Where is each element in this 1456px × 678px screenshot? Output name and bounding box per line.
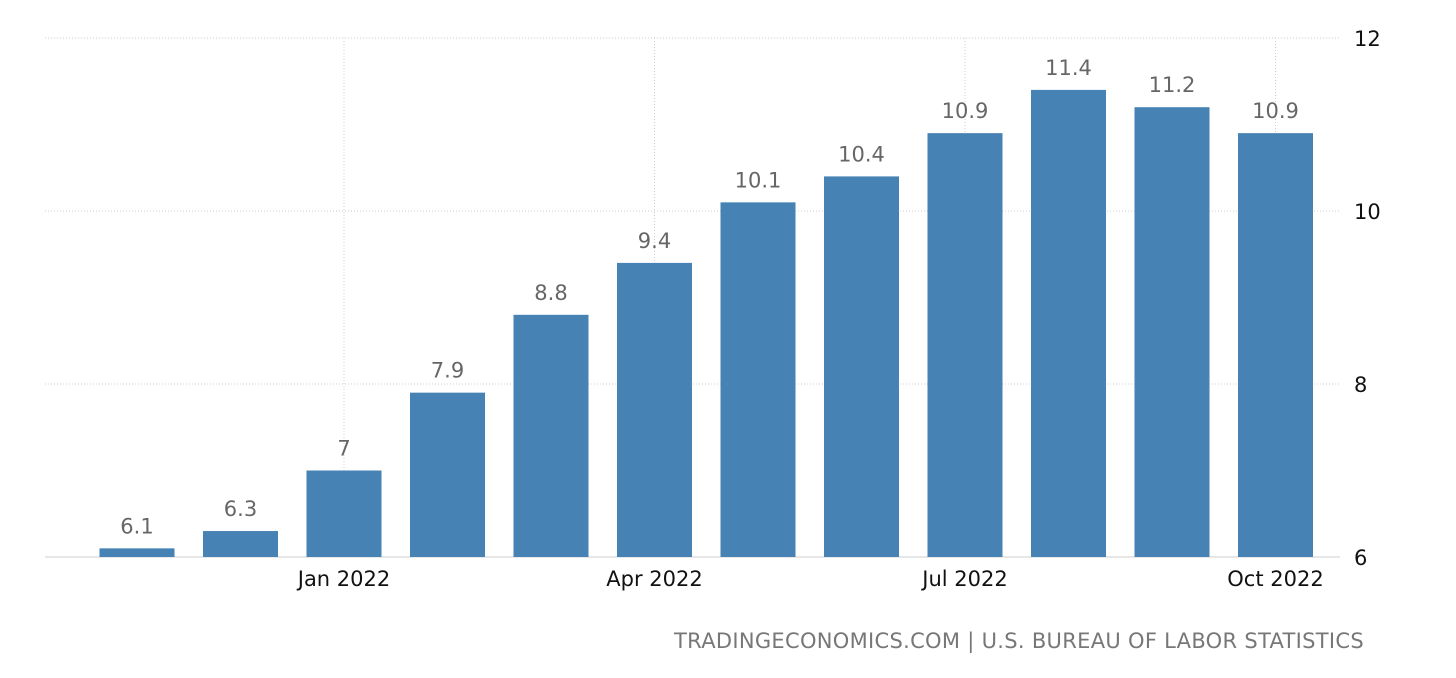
- data-label: 9.4: [638, 229, 671, 253]
- bar: [617, 262, 692, 557]
- data-label: 7: [337, 437, 350, 461]
- data-label: 11.2: [1149, 73, 1196, 97]
- bar: [203, 531, 278, 557]
- x-tick-label: Oct 2022: [1227, 567, 1323, 591]
- bar: [927, 133, 1003, 557]
- x-tick-label: Apr 2022: [606, 567, 702, 591]
- data-label: 10.1: [735, 168, 782, 192]
- x-axis-tick-labels: Jan 2022 Apr 2022 Jul 2022 Oct 2022: [296, 567, 1324, 591]
- bar: [1238, 133, 1313, 557]
- bar: [824, 176, 899, 557]
- y-tick-label: 6: [1354, 546, 1367, 570]
- bar: [306, 470, 382, 557]
- x-tick-label: Jul 2022: [920, 567, 1007, 591]
- data-label: 10.9: [942, 99, 989, 123]
- bar: [513, 314, 589, 557]
- source-attribution: TRADINGECONOMICS.COM | U.S. BUREAU OF LA…: [673, 629, 1364, 654]
- data-label: 11.4: [1045, 56, 1092, 80]
- data-label: 8.8: [534, 281, 567, 305]
- y-tick-label: 8: [1354, 373, 1367, 397]
- bar: [720, 202, 796, 557]
- x-tick-label: Jan 2022: [296, 567, 391, 591]
- data-label: 6.3: [224, 497, 257, 521]
- y-tick-label: 10: [1354, 200, 1381, 224]
- data-label: 6.1: [120, 514, 153, 538]
- bar: [99, 548, 175, 557]
- y-axis-tick-labels: 6 8 10 12: [1354, 27, 1381, 570]
- y-tick-label: 12: [1354, 27, 1381, 51]
- bar: [410, 392, 485, 557]
- data-label: 7.9: [431, 359, 464, 383]
- data-label: 10.9: [1252, 99, 1299, 123]
- data-label: 10.4: [838, 142, 885, 166]
- bars: [99, 89, 1313, 558]
- data-labels: 6.1 6.3 7 7.9 8.8 9.4 10.1 10.4 10.9 11.4 11.2 10.9: [120, 56, 1299, 538]
- bar: [1031, 89, 1106, 558]
- bar: [1134, 107, 1210, 557]
